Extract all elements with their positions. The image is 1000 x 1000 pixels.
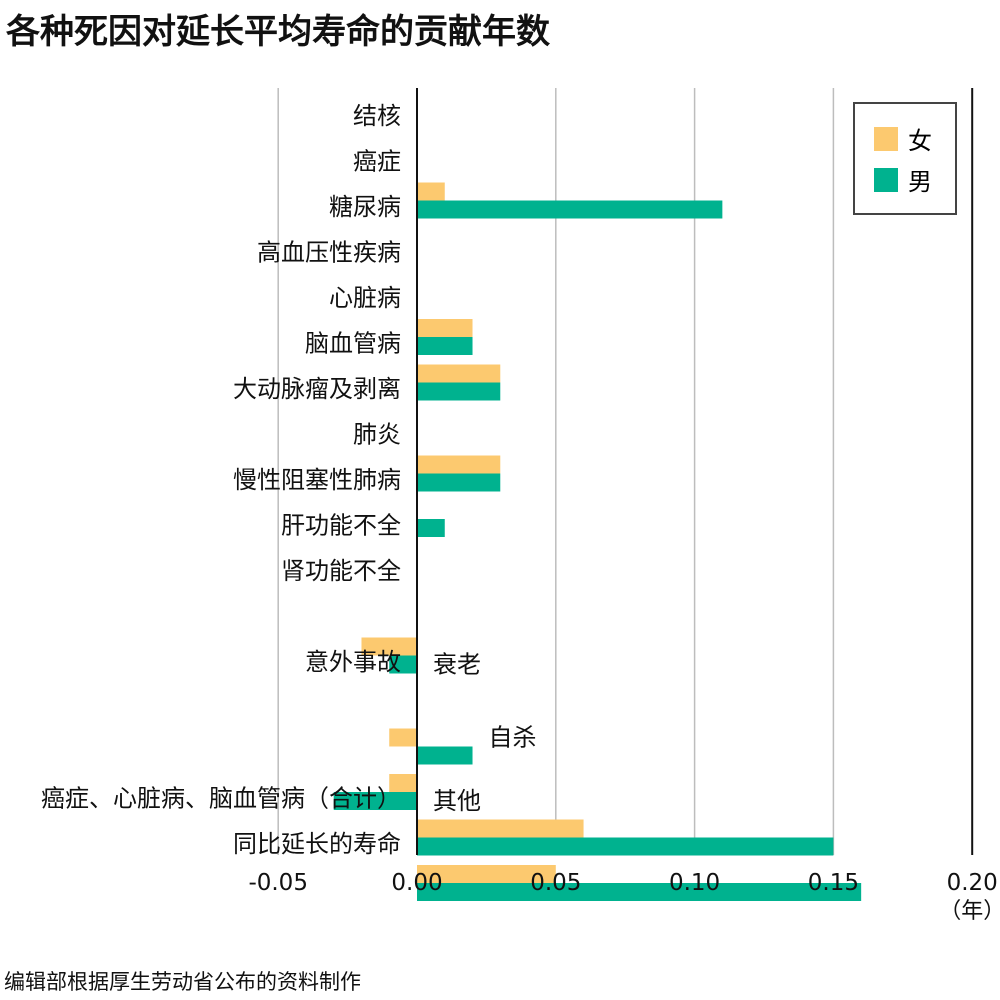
category-label: 肺炎 <box>353 421 401 449</box>
bar-female <box>417 455 501 474</box>
bar-male <box>417 519 445 537</box>
bar-male <box>417 837 834 856</box>
axis-lines <box>416 88 974 855</box>
category-label: 肾功能不全 <box>281 557 401 585</box>
bar-chart: 结核癌症糖尿病高血压性疾病心脏病脑血管病大动脉瘤及剥离肺炎慢性阻塞性肺病肝功能不… <box>41 88 1000 924</box>
bar-male <box>417 883 862 901</box>
bar-female <box>417 819 584 838</box>
x-tick-label: -0.05 <box>248 870 308 896</box>
category-label: 慢性阻塞性肺病 <box>233 466 401 494</box>
x-tick-label: 0.20 <box>947 870 998 896</box>
legend-frame <box>853 102 957 215</box>
bar-female <box>389 728 417 747</box>
legend-label-female: 女 <box>908 127 932 155</box>
legend: 女 男 <box>853 102 957 215</box>
x-tick-label: 0.15 <box>808 870 859 896</box>
category-label: 糖尿病 <box>329 193 401 221</box>
x-tick-labels: -0.05 0.00 0.05 0.10 0.15 0.20 （年） <box>248 870 1000 924</box>
category-label: 其他 <box>433 787 481 815</box>
category-label: 高血压性疾病 <box>257 239 401 267</box>
x-tick-label: 0.05 <box>530 870 581 896</box>
legend-label-male: 男 <box>908 168 932 196</box>
chart-title: 各种死因对延长平均寿命的贡献年数 <box>6 12 550 52</box>
x-unit-label: （年） <box>939 899 1000 924</box>
bar-female <box>417 182 445 201</box>
category-label: 癌症 <box>353 148 401 176</box>
category-label: 衰老 <box>433 651 481 679</box>
category-label: 自杀 <box>489 724 537 752</box>
bar-female <box>417 319 473 337</box>
x-tick-label: 0.00 <box>391 870 442 896</box>
category-label: 同比延长的寿命 <box>233 830 401 858</box>
legend-swatch-male <box>874 168 898 192</box>
x-tick-label: 0.10 <box>669 870 720 896</box>
bar-female <box>417 865 556 883</box>
category-label: 结核 <box>353 102 401 130</box>
bars <box>333 182 862 901</box>
bar-female <box>361 637 417 656</box>
bar-male <box>417 337 473 355</box>
category-label: 癌症、心脏病、脑血管病（合计） <box>41 785 401 813</box>
bar-male <box>333 792 417 810</box>
category-label: 意外事故 <box>305 648 401 676</box>
source-note: 编辑部根据厚生劳动省公布的资料制作 <box>4 970 361 994</box>
category-label: 大动脉瘤及剥离 <box>233 375 401 403</box>
bar-female <box>389 774 417 792</box>
bar-male <box>417 473 501 492</box>
legend-swatch-female <box>874 127 898 151</box>
bar-male <box>417 200 723 219</box>
bar-male <box>417 746 473 765</box>
bar-male <box>417 382 501 401</box>
bar-male <box>389 655 417 674</box>
category-label: 肝功能不全 <box>281 512 401 540</box>
bar-female <box>417 364 501 383</box>
category-label: 心脏病 <box>329 284 401 312</box>
category-label: 脑血管病 <box>305 330 401 358</box>
category-labels: 结核癌症糖尿病高血压性疾病心脏病脑血管病大动脉瘤及剥离肺炎慢性阻塞性肺病肝功能不… <box>41 102 537 858</box>
